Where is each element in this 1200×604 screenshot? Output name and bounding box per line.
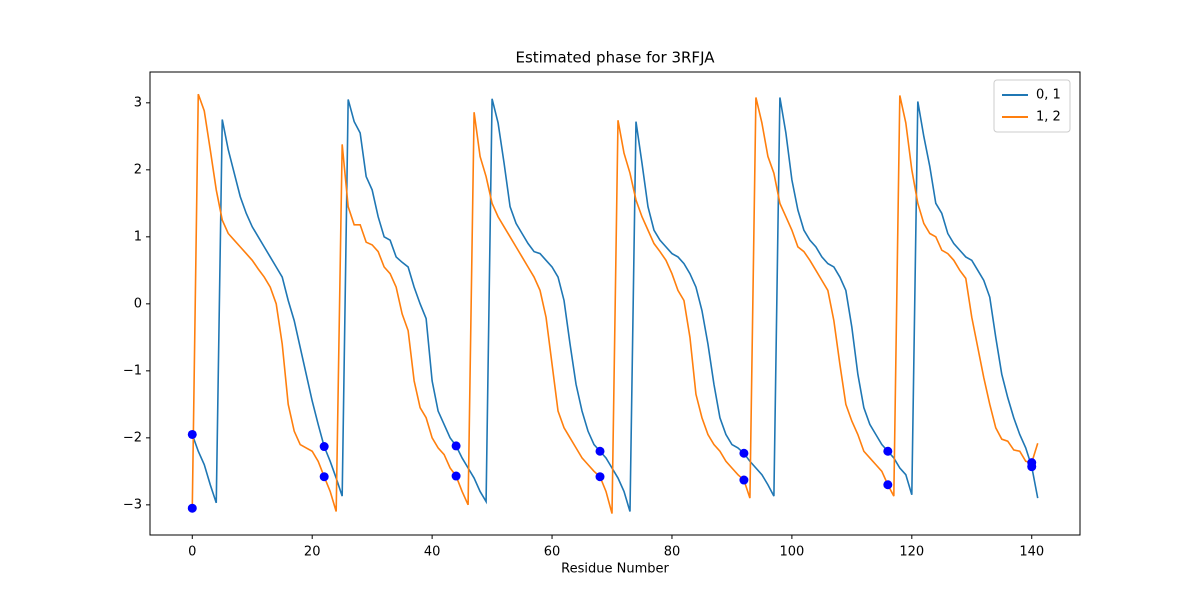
y-tick-label: −2 — [123, 430, 142, 445]
y-tick-label: 1 — [134, 229, 142, 244]
marker-point — [739, 448, 749, 458]
marker-point — [595, 472, 605, 482]
y-tick-label: 0 — [134, 296, 142, 311]
marker-point — [1027, 462, 1037, 472]
marker-point — [451, 471, 461, 481]
marker-point — [739, 475, 749, 485]
marker-point — [187, 429, 197, 439]
marker-point — [883, 446, 893, 456]
legend-box — [993, 79, 1071, 133]
y-tick-label: 2 — [134, 162, 142, 177]
plot-frame — [149, 71, 1081, 536]
marker-point — [883, 480, 893, 490]
x-tick-label: 100 — [779, 545, 804, 560]
x-tick-label: 120 — [899, 545, 924, 560]
x-axis-label: Residue Number — [561, 562, 669, 577]
marker-point — [319, 442, 329, 452]
chart-title: Estimated phase for 3RFJA — [516, 49, 716, 67]
x-tick-label: 20 — [304, 545, 321, 560]
legend-label: 1, 2 — [1036, 110, 1061, 125]
x-tick-label: 80 — [664, 545, 681, 560]
y-tick-label: −1 — [123, 363, 142, 378]
x-tick-label: 140 — [1019, 545, 1044, 560]
marker-point — [595, 446, 605, 456]
series-line — [191, 97, 1039, 512]
y-tick-label: −3 — [123, 497, 142, 512]
marker-point — [319, 472, 329, 482]
x-tick-label: 60 — [544, 545, 561, 560]
x-tick-label: 0 — [188, 545, 196, 560]
marker-point — [451, 441, 461, 451]
y-tick-label: 3 — [134, 95, 142, 110]
x-tick-label: 40 — [424, 545, 441, 560]
marker-point — [187, 503, 197, 513]
legend-label: 0, 1 — [1036, 88, 1061, 103]
series-line — [191, 93, 1039, 514]
